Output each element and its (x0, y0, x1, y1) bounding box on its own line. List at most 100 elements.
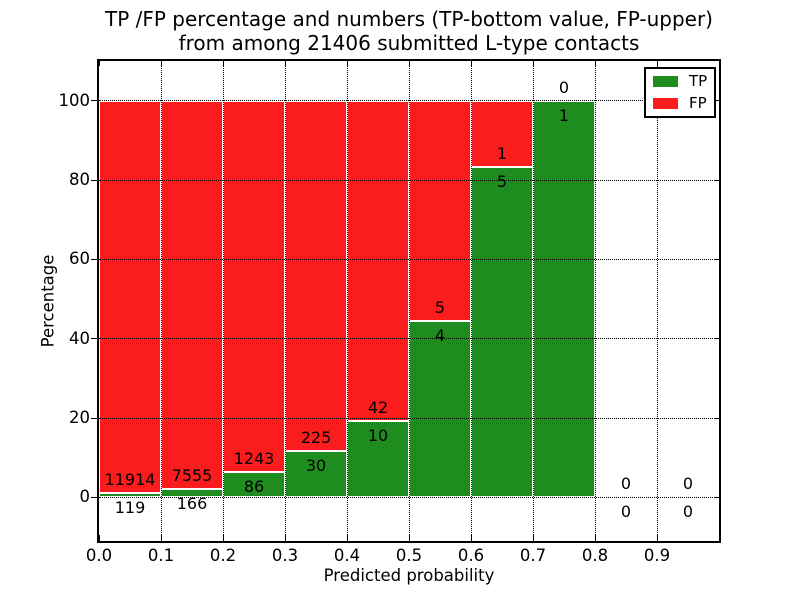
x-axis-tick-bottom (222, 535, 224, 541)
grid-line-vertical (284, 61, 286, 541)
grid-line-vertical (470, 61, 472, 541)
x-axis-tick-bottom (532, 535, 534, 541)
legend-swatch-fp (653, 98, 678, 109)
grid-line-vertical (594, 61, 596, 541)
annotation-tp-count: 10 (367, 426, 389, 446)
x-axis-tick-top (532, 61, 534, 66)
x-axis-tick-top (222, 61, 224, 66)
bar-segment-fp (471, 100, 533, 167)
x-axis-tick-top (160, 61, 162, 66)
annotation-tp-count: 4 (434, 326, 446, 346)
x-tick-label: 0.5 (395, 546, 423, 565)
annotation-tp-count: 30 (305, 455, 327, 475)
annotation-fp-count: 7555 (171, 465, 213, 485)
annotation-fp-count: 225 (300, 427, 332, 447)
bar-segment-fp (99, 100, 161, 494)
y-tick-label: 60 (69, 249, 90, 269)
legend-label: FP (689, 94, 707, 112)
bar-segment-fp (161, 100, 223, 489)
x-axis-tick-bottom (284, 535, 286, 541)
bar-segment-fp (409, 100, 471, 322)
x-tick-label: 0.8 (581, 546, 609, 565)
grid-line-horizontal (99, 496, 719, 498)
x-axis-tick-bottom (718, 535, 720, 541)
annotation-fp-count: 5 (434, 298, 446, 318)
annotation-fp-count: 1 (496, 143, 508, 163)
bar-segment-tp (409, 321, 471, 498)
x-axis-tick-top (284, 61, 286, 66)
x-tick-label: 0.3 (271, 546, 299, 565)
x-axis-tick-top (656, 61, 658, 66)
annotation-tp-count: 0 (620, 502, 632, 522)
y-axis-tick-left (91, 496, 97, 498)
annotation-fp-count: 11914 (104, 470, 156, 490)
chart-title-line-2: from among 21406 submitted L-type contac… (178, 31, 640, 55)
x-axis-tick-top (346, 61, 348, 66)
x-axis-label: Predicted probability (323, 566, 495, 585)
x-tick-label: 0.1 (147, 546, 175, 565)
grid-line-horizontal (99, 179, 719, 181)
bar-segment-tp (533, 100, 595, 498)
annotation-tp-count: 5 (496, 171, 508, 191)
x-axis-tick-bottom (160, 535, 162, 541)
y-axis-tick-left (91, 338, 97, 340)
bar-segment-fp (347, 100, 409, 422)
bar-segment-fp (285, 100, 347, 451)
annotation-tp-count: 1 (558, 105, 570, 125)
bar-segment-tp (223, 471, 285, 498)
x-tick-label: 0.2 (209, 546, 237, 565)
x-axis-tick-bottom (656, 535, 658, 541)
x-axis-tick-bottom (346, 535, 348, 541)
y-axis-tick-right (714, 417, 719, 419)
legend-swatch-tp (653, 76, 678, 87)
y-axis-tick-right (714, 100, 719, 102)
x-tick-label: 0.4 (333, 546, 361, 565)
grid-line-vertical (160, 61, 162, 541)
y-tick-label: 80 (69, 170, 90, 189)
chart-title-line-1: TP /FP percentage and numbers (TP-bottom… (105, 7, 713, 31)
grid-line-horizontal (99, 417, 719, 419)
annotation-fp-count: 0 (620, 474, 632, 494)
annotation-tp-count: 0 (682, 502, 694, 522)
x-axis-tick-bottom (408, 535, 410, 541)
grid-line-horizontal (99, 338, 719, 340)
annotation-fp-count: 42 (367, 398, 389, 418)
y-tick-label: 0 (79, 487, 91, 507)
x-tick-label: 0.6 (457, 546, 485, 565)
y-axis-tick-right (714, 496, 719, 498)
grid-line-vertical (408, 61, 410, 541)
grid-line-horizontal (99, 100, 719, 102)
y-axis-tick-left (91, 417, 97, 419)
y-axis-tick-left (91, 258, 97, 260)
x-axis-tick-top (470, 61, 472, 66)
x-axis-tick-top (408, 61, 410, 66)
plot-area: TP FP 11914 119 7555 166 1243 86 225 30 42 10 5 4 1 5 0… (91, 59, 721, 543)
y-axis-tick-left (91, 100, 97, 102)
x-tick-label: 0.7 (519, 546, 547, 565)
y-tick-label: 20 (69, 408, 90, 428)
annotation-fp-count: 0 (558, 77, 570, 97)
y-axis-tick-right (714, 179, 719, 181)
grid-line-vertical (346, 61, 348, 541)
bar-segment-fp (223, 100, 285, 472)
grid-line-horizontal (99, 258, 719, 260)
x-axis-tick-bottom (470, 535, 472, 541)
x-axis-tick-bottom (594, 535, 596, 541)
grid-line-vertical (222, 61, 224, 541)
x-tick-label: 0.0 (85, 546, 113, 565)
y-axis-tick-right (714, 258, 719, 260)
x-axis-tick-bottom (98, 535, 100, 541)
y-axis-tick-left (91, 179, 97, 181)
legend-entry-fp: FP (653, 96, 707, 111)
legend-entry-tp: TP (653, 74, 707, 89)
grid-line-vertical (656, 61, 658, 541)
x-axis-tick-top (98, 61, 100, 66)
bar-segment-tp (347, 421, 409, 498)
y-tick-label: 40 (69, 328, 90, 348)
annotation-tp-count: 86 (243, 476, 265, 496)
x-axis-tick-top (718, 61, 720, 66)
x-tick-label: 0.9 (643, 546, 671, 565)
legend: TP FP (644, 67, 717, 118)
y-axis-tick-right (714, 338, 719, 340)
